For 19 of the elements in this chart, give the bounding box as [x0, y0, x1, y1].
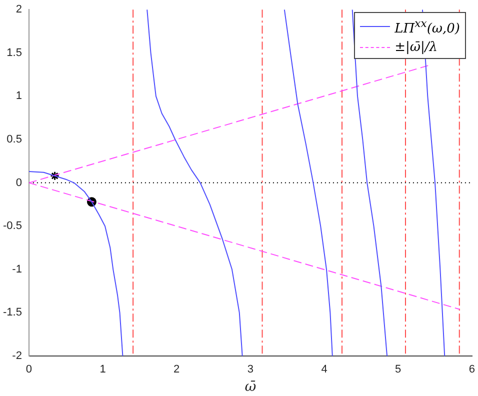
y-tick-label: 0.5 [6, 134, 22, 146]
y-tick-label: -1 [12, 263, 22, 276]
legend-label: ±|ω̄|/λ [394, 39, 438, 58]
y-tick-label: -1.5 [2, 306, 22, 319]
x-axis-title: ω̄ [244, 379, 257, 396]
x-tick-label: 1 [100, 364, 106, 376]
y-tick-label: 1 [16, 90, 22, 102]
y-tick-label: -2 [12, 350, 22, 362]
x-tick-label: 5 [395, 364, 402, 376]
x-tick-label: 6 [468, 364, 476, 376]
y-tick-label: 0 [16, 176, 22, 189]
x-tick-label: 3 [247, 364, 254, 376]
x-tick-label: 4 [321, 364, 328, 376]
x-tick-label: 0 [26, 364, 32, 376]
x-tick-label: 2 [174, 364, 180, 376]
legend-label: LΠ$^{xx}$(ω,0) [394, 16, 460, 38]
y-tick-label: 2 [16, 4, 22, 16]
y-tick-label: 1.5 [6, 46, 22, 59]
y-tick-label: -0.5 [2, 220, 22, 232]
